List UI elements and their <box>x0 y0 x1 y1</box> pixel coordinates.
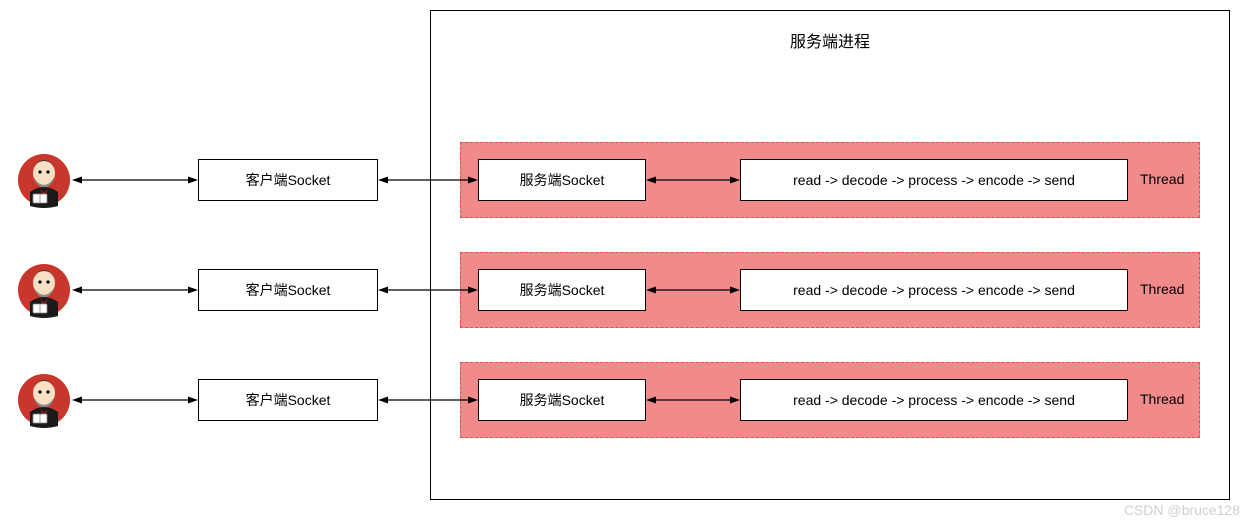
diagram-stage: 服务端进程 客户端Socket 服务端Socket read -> decode… <box>0 0 1250 524</box>
watermark: CSDN @bruce128 <box>1124 502 1240 518</box>
arrows-layer <box>0 0 1250 524</box>
